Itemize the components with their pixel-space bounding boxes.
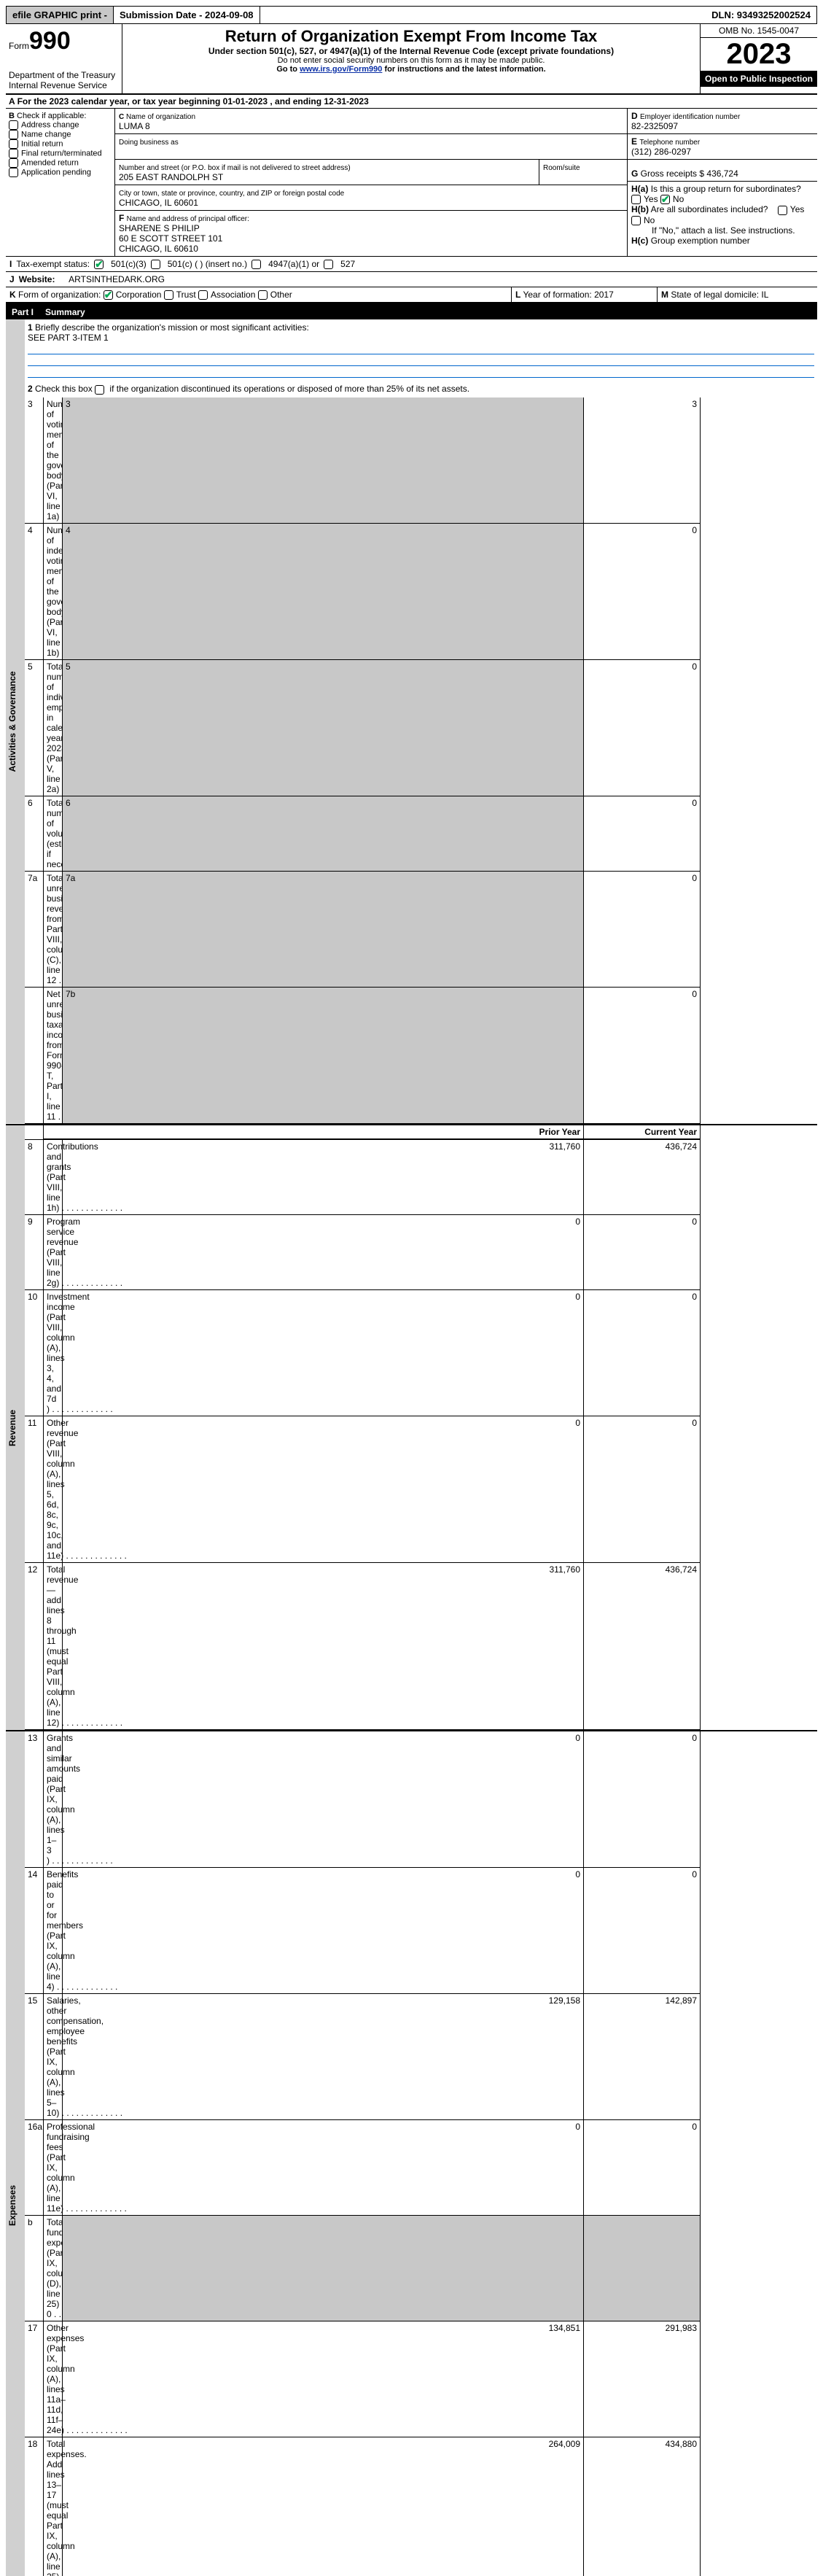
- form-number: 990: [29, 27, 71, 55]
- summary-row: 18 Total expenses. Add lines 13–17 (must…: [25, 2437, 817, 2576]
- line-i: I Tax-exempt status: 501(c)(3) 501(c) ( …: [6, 256, 817, 271]
- summary-row: Net unrelated business taxable income fr…: [25, 988, 817, 1124]
- irs-link[interactable]: www.irs.gov/Form990: [300, 65, 382, 74]
- summary-row: 10 Investment income (Part VIII, column …: [25, 1290, 817, 1416]
- activities-governance-label: Activities & Governance: [6, 319, 25, 1123]
- principal-officer: SHARENE S PHILIP 60 E SCOTT STREET 101 C…: [119, 223, 222, 254]
- org-name: LUMA 8: [119, 121, 150, 131]
- dln: DLN: 93493252002524: [706, 7, 816, 23]
- corp-checkbox[interactable]: [104, 290, 113, 300]
- discontinued-checkbox[interactable]: [95, 385, 104, 395]
- summary-row: 3 Number of voting members of the govern…: [25, 397, 817, 524]
- goto-post: for instructions and the latest informat…: [382, 65, 545, 74]
- subtitle-2: Do not enter social security numbers on …: [125, 56, 697, 65]
- city-state-zip: CHICAGO, IL 60601: [119, 198, 198, 208]
- expenses-section: Expenses 13 Grants and similar amounts p…: [6, 1730, 817, 2576]
- summary-row: 14 Benefits paid to or for members (Part…: [25, 1868, 817, 1994]
- amended-return-checkbox[interactable]: [9, 158, 18, 168]
- trust-checkbox[interactable]: [164, 290, 173, 300]
- other-checkbox[interactable]: [258, 290, 268, 300]
- initial-return-checkbox[interactable]: [9, 139, 18, 149]
- entity-block: B Check if applicable: Address change Na…: [6, 109, 817, 256]
- revenue-section: Revenue Prior Year Current Year 8 Contri…: [6, 1125, 817, 1730]
- part1-header: Part ISummary: [6, 303, 817, 319]
- line-j: J Website: ARTSINTHEDARK.ORG: [6, 271, 817, 287]
- top-bar: efile GRAPHIC print - Submission Date - …: [6, 6, 817, 24]
- summary-row: 6 Total number of volunteers (estimate i…: [25, 796, 817, 872]
- check-applicable-label: Check if applicable:: [17, 112, 86, 120]
- summary-row: 16a Professional fundraising fees (Part …: [25, 2120, 817, 2216]
- revenue-label: Revenue: [6, 1125, 25, 1730]
- tax-year: 2023: [701, 38, 817, 71]
- 4947-checkbox[interactable]: [251, 260, 261, 269]
- name-change-checkbox[interactable]: [9, 130, 18, 139]
- open-public-inspection: Open to Public Inspection: [701, 71, 817, 87]
- year-formation: Year of formation: 2017: [523, 290, 613, 300]
- subtitle-1: Under section 501(c), 527, or 4947(a)(1)…: [125, 46, 697, 56]
- form-title: Return of Organization Exempt From Incom…: [125, 27, 697, 46]
- summary-row: 11 Other revenue (Part VIII, column (A),…: [25, 1416, 817, 1563]
- submission-date: Submission Date - 2024-09-08: [114, 7, 260, 23]
- ein: 82-2325097: [631, 121, 678, 131]
- omb-number: OMB No. 1545-0047: [701, 24, 817, 38]
- website-value: ARTSINTHEDARK.ORG: [69, 274, 165, 284]
- address-change-checkbox[interactable]: [9, 120, 18, 130]
- final-return-checkbox[interactable]: [9, 149, 18, 158]
- goto-pre: Go to: [276, 65, 300, 74]
- form-label: Form: [9, 41, 29, 51]
- state-domicile: State of legal domicile: IL: [671, 290, 768, 300]
- telephone: (312) 286-0297: [631, 147, 691, 157]
- assoc-checkbox[interactable]: [198, 290, 208, 300]
- gross-receipts: 436,724: [706, 168, 738, 179]
- street-address: 205 EAST RANDOLPH ST: [119, 172, 223, 182]
- summary-table: Activities & Governance 1 Briefly descri…: [6, 319, 817, 1125]
- line-k: K Form of organization: Corporation Trus…: [6, 287, 511, 302]
- 527-checkbox[interactable]: [324, 260, 333, 269]
- summary-row: 9 Program service revenue (Part VIII, li…: [25, 1215, 817, 1290]
- hb-no-checkbox[interactable]: [631, 216, 641, 225]
- summary-row: 12 Total revenue—add lines 8 through 11 …: [25, 1563, 817, 1730]
- application-pending-checkbox[interactable]: [9, 168, 18, 177]
- summary-row: 5 Total number of individuals employed i…: [25, 660, 817, 796]
- summary-row: 4 Number of independent voting members o…: [25, 524, 817, 660]
- expenses-label: Expenses: [6, 1731, 25, 2576]
- summary-row: 17 Other expenses (Part IX, column (A), …: [25, 2321, 817, 2437]
- ha-yes-checkbox[interactable]: [631, 195, 641, 204]
- summary-row: b Total fundraising expenses (Part IX, c…: [25, 2216, 817, 2321]
- summary-row: 13 Grants and similar amounts paid (Part…: [25, 1731, 817, 1868]
- dept-treasury: Department of the Treasury Internal Reve…: [9, 70, 119, 90]
- summary-row: 15 Salaries, other compensation, employe…: [25, 1994, 817, 2120]
- form-header: Form990 Department of the Treasury Inter…: [6, 24, 817, 95]
- 501c3-checkbox[interactable]: [94, 260, 104, 269]
- mission-text: SEE PART 3-ITEM 1: [28, 333, 109, 343]
- hb-yes-checkbox[interactable]: [778, 206, 787, 215]
- efile-print-button[interactable]: efile GRAPHIC print -: [7, 7, 114, 23]
- line-a: A For the 2023 calendar year, or tax yea…: [6, 95, 817, 109]
- summary-row: 7a Total unrelated business revenue from…: [25, 872, 817, 988]
- summary-row: 8 Contributions and grants (Part VIII, l…: [25, 1140, 817, 1215]
- ha-no-checkbox[interactable]: [660, 195, 670, 204]
- 501c-checkbox[interactable]: [151, 260, 160, 269]
